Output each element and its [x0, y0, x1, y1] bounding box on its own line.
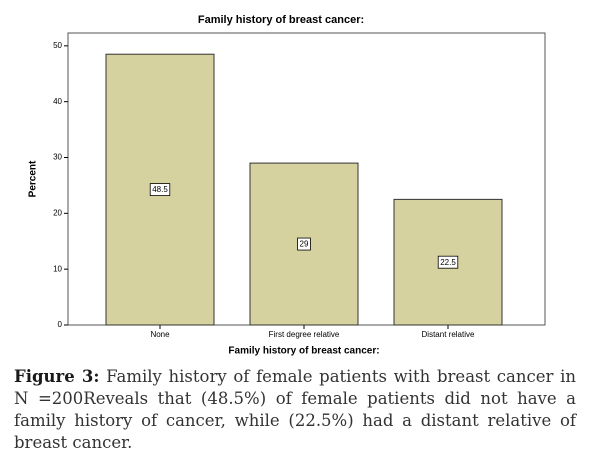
value-label-box: [297, 237, 311, 251]
value-label-box: [149, 183, 171, 197]
x-axis-label: Family history of breast cancer:: [228, 346, 379, 357]
chart-title: Family history of breast cancer:: [198, 14, 364, 26]
y-tick-label: 10: [53, 264, 62, 273]
y-axis-label: Percent: [28, 160, 39, 197]
value-label: 22.5: [440, 258, 456, 267]
chart: Family history of breast cancer: Percent…: [28, 14, 546, 357]
value-label-box: [437, 255, 459, 269]
y-tick-label: 50: [53, 41, 62, 50]
x-tick-label: First degree relative: [269, 330, 340, 339]
y-tick-label: 20: [53, 208, 62, 217]
caption: Figure 3: Family history of female patie…: [14, 366, 576, 454]
value-label: 29: [300, 240, 309, 249]
y-tick-label: 0: [58, 320, 63, 329]
y-tick-label: 30: [53, 153, 62, 162]
caption-text: Family history of female patients with b…: [14, 367, 576, 452]
x-tick-label: Distant relative: [422, 330, 475, 339]
y-tick-label: 40: [53, 97, 62, 106]
caption-label: Figure 3:: [14, 367, 100, 386]
value-label: 48.5: [152, 185, 168, 194]
x-tick-label: None: [150, 330, 170, 339]
